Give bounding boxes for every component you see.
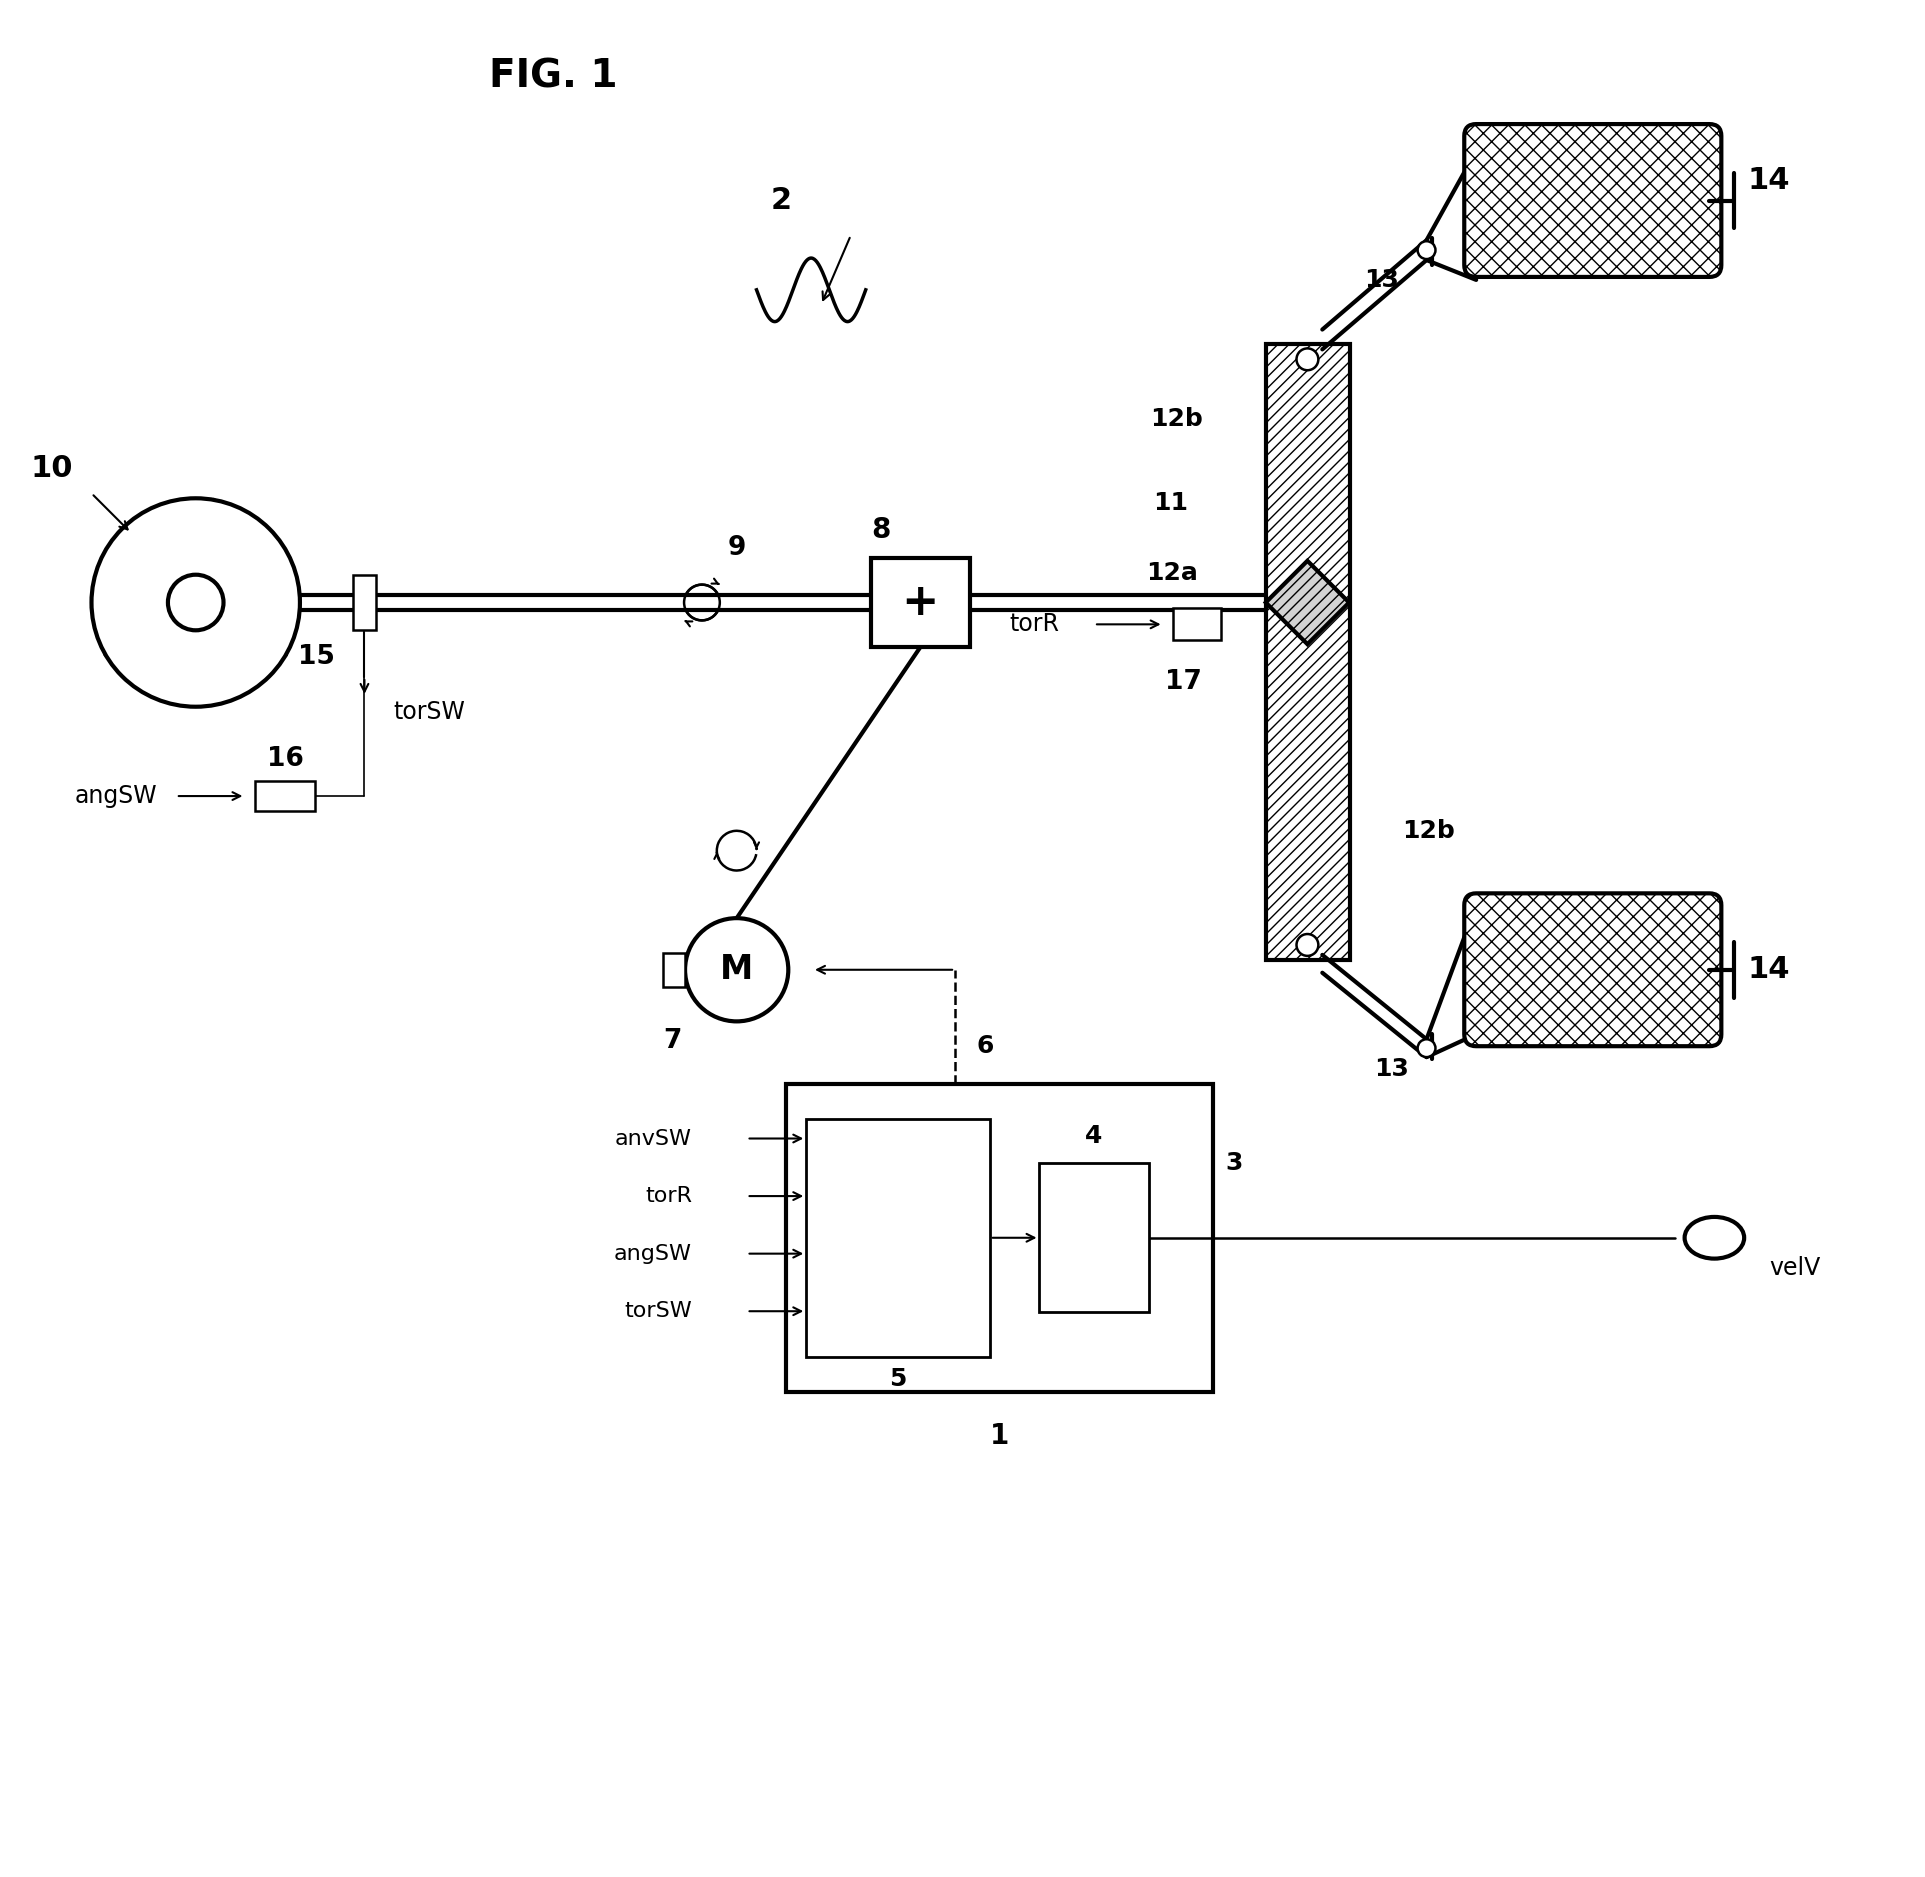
Text: torR: torR: [1009, 612, 1059, 636]
FancyBboxPatch shape: [1465, 124, 1721, 278]
Circle shape: [1417, 1040, 1436, 1057]
Text: 11: 11: [1153, 492, 1188, 516]
Text: torSW: torSW: [393, 700, 466, 725]
Bar: [1174, 608, 1220, 640]
Text: 16: 16: [268, 747, 304, 771]
Text: angSW: angSW: [75, 785, 158, 809]
Text: 1: 1: [989, 1423, 1009, 1451]
Text: torSW: torSW: [624, 1301, 691, 1321]
Ellipse shape: [1684, 1216, 1744, 1259]
Bar: [807, 1119, 989, 1357]
Bar: [1267, 343, 1349, 959]
Bar: [870, 557, 970, 648]
Text: 2: 2: [770, 186, 791, 216]
Circle shape: [1297, 935, 1319, 955]
Circle shape: [685, 918, 789, 1021]
Circle shape: [1297, 349, 1319, 370]
Text: 13: 13: [1374, 1057, 1409, 1081]
Text: 12a: 12a: [1147, 561, 1197, 586]
Bar: [256, 781, 316, 811]
FancyBboxPatch shape: [1465, 893, 1721, 1045]
Text: 7: 7: [662, 1029, 681, 1055]
Text: 12b: 12b: [1151, 407, 1203, 432]
Polygon shape: [1267, 561, 1349, 644]
Text: +: +: [901, 582, 939, 623]
Text: 12b: 12b: [1401, 818, 1455, 843]
Text: anvSW: anvSW: [614, 1128, 691, 1149]
Circle shape: [1417, 242, 1436, 259]
Text: M: M: [720, 954, 753, 985]
Text: FIG. 1: FIG. 1: [489, 58, 618, 96]
Text: 17: 17: [1165, 668, 1201, 694]
Text: 14: 14: [1748, 167, 1790, 195]
Text: 13: 13: [1365, 268, 1399, 293]
Circle shape: [92, 497, 300, 708]
Text: torR: torR: [645, 1186, 691, 1207]
Bar: [785, 1083, 1213, 1391]
Text: 9: 9: [728, 535, 745, 561]
Bar: [664, 954, 685, 987]
Text: 3: 3: [1224, 1151, 1242, 1175]
Bar: [1040, 1164, 1149, 1312]
Text: 15: 15: [298, 644, 335, 670]
Text: 6: 6: [976, 1034, 993, 1059]
Text: 5: 5: [889, 1366, 907, 1391]
Text: 10: 10: [31, 454, 73, 482]
Circle shape: [167, 574, 223, 631]
Text: velV: velV: [1769, 1256, 1821, 1280]
Text: 8: 8: [870, 516, 889, 544]
Text: 14: 14: [1748, 955, 1790, 984]
Bar: [352, 574, 377, 631]
Text: 4: 4: [1086, 1124, 1103, 1147]
Text: angSW: angSW: [614, 1244, 691, 1263]
